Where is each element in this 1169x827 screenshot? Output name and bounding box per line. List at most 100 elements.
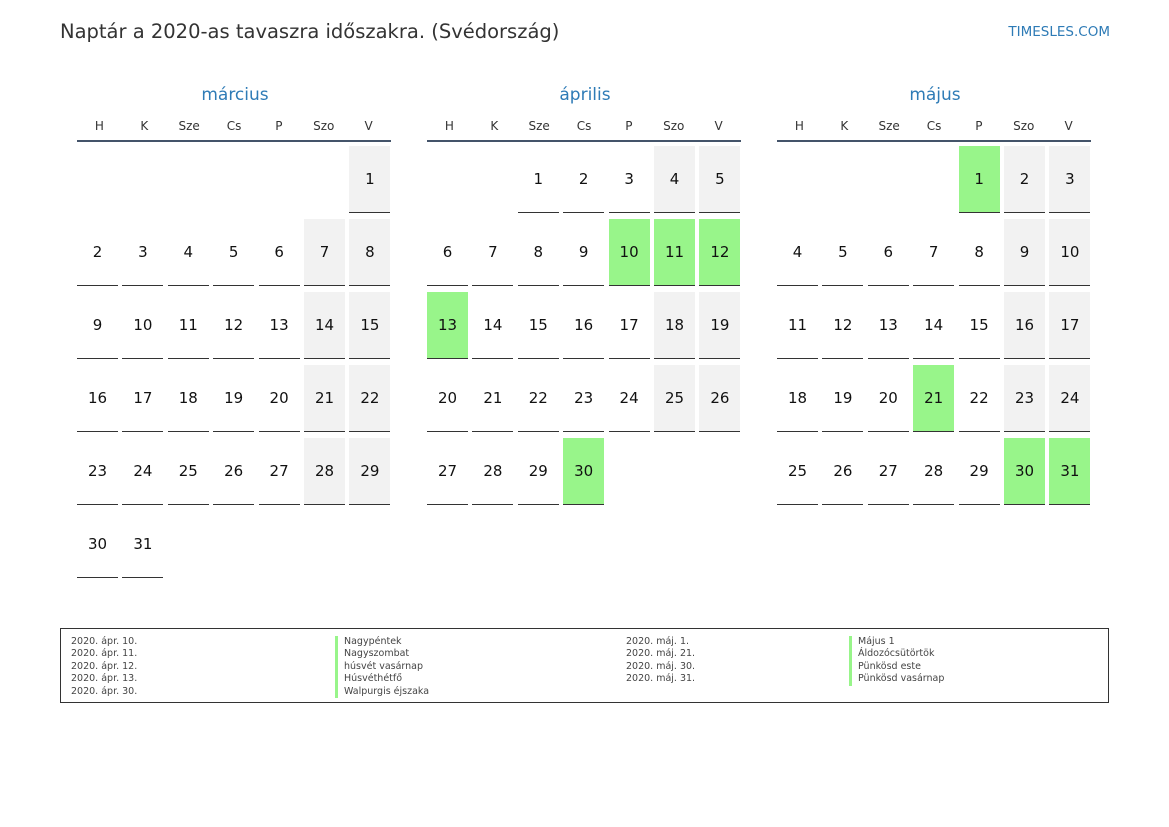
- day-grid: 1 2 3 4 5 6 7 8 9 10 11 12 13 14 15 16 17 18 19 20 21 22 23 24 2…: [777, 146, 1093, 511]
- day-cell[interactable]: 5: [699, 146, 741, 213]
- day-cell[interactable]: 6: [867, 219, 909, 286]
- legend-holiday-name: Pünkösd vasárnap: [849, 673, 944, 686]
- day-cell[interactable]: 30: [77, 511, 118, 578]
- day-cell[interactable]: 28: [913, 438, 955, 505]
- day-cell[interactable]: 16: [1004, 292, 1045, 359]
- day-cell[interactable]: 30: [563, 438, 605, 505]
- day-cell[interactable]: 22: [958, 365, 1000, 432]
- day-cell[interactable]: 1: [958, 146, 1000, 213]
- day-cell[interactable]: 9: [77, 292, 118, 359]
- day-cell[interactable]: 7: [304, 219, 345, 286]
- day-cell[interactable]: 19: [822, 365, 864, 432]
- day-cell[interactable]: 17: [122, 365, 164, 432]
- day-cell[interactable]: 1: [517, 146, 559, 213]
- day-cell[interactable]: 21: [913, 365, 955, 432]
- day-cell[interactable]: 10: [1049, 219, 1091, 286]
- day-cell[interactable]: 16: [563, 292, 605, 359]
- day-cell[interactable]: 12: [699, 219, 741, 286]
- day-cell[interactable]: 28: [472, 438, 514, 505]
- weekday-header: H K Sze Cs P Szo V: [77, 116, 391, 142]
- day-cell[interactable]: 30: [1004, 438, 1045, 505]
- day-cell[interactable]: 10: [122, 292, 164, 359]
- day-cell[interactable]: 23: [1004, 365, 1045, 432]
- day-cell[interactable]: 25: [654, 365, 695, 432]
- day-cell[interactable]: 15: [517, 292, 559, 359]
- day-cell[interactable]: 19: [699, 292, 741, 359]
- day-cell[interactable]: 10: [608, 219, 650, 286]
- day-cell[interactable]: 27: [258, 438, 300, 505]
- day-cell[interactable]: 14: [304, 292, 345, 359]
- day-cell[interactable]: 18: [167, 365, 209, 432]
- day-cell[interactable]: 3: [608, 146, 650, 213]
- day-cell[interactable]: 15: [349, 292, 391, 359]
- legend-holiday-date: 2020. ápr. 12.: [71, 660, 138, 672]
- day-cell[interactable]: 9: [563, 219, 605, 286]
- day-cell[interactable]: 5: [213, 219, 255, 286]
- day-cell[interactable]: 26: [213, 438, 255, 505]
- day-cell[interactable]: 25: [777, 438, 818, 505]
- day-cell[interactable]: 21: [472, 365, 514, 432]
- day-cell[interactable]: 4: [167, 219, 209, 286]
- day-cell[interactable]: 15: [958, 292, 1000, 359]
- day-cell[interactable]: 26: [822, 438, 864, 505]
- day-cell[interactable]: 3: [122, 219, 164, 286]
- day-cell[interactable]: 7: [472, 219, 514, 286]
- day-cell[interactable]: 13: [867, 292, 909, 359]
- day-cell[interactable]: 2: [1004, 146, 1045, 213]
- day-cell[interactable]: 20: [258, 365, 300, 432]
- day-cell[interactable]: 18: [654, 292, 695, 359]
- day-cell[interactable]: 5: [822, 219, 864, 286]
- day-cell[interactable]: 17: [1049, 292, 1091, 359]
- day-cell[interactable]: 23: [563, 365, 605, 432]
- day-cell[interactable]: 9: [1004, 219, 1045, 286]
- day-cell[interactable]: 22: [349, 365, 391, 432]
- day-cell[interactable]: 24: [1049, 365, 1091, 432]
- day-cell[interactable]: 22: [517, 365, 559, 432]
- day-cell[interactable]: 26: [699, 365, 741, 432]
- day-cell[interactable]: 25: [167, 438, 209, 505]
- weekday-label: P: [975, 119, 983, 133]
- day-cell[interactable]: 1: [349, 146, 391, 213]
- day-cell[interactable]: 17: [608, 292, 650, 359]
- day-cell[interactable]: 12: [822, 292, 864, 359]
- day-cell[interactable]: 16: [77, 365, 118, 432]
- day-cell[interactable]: 23: [77, 438, 118, 505]
- day-cell[interactable]: 8: [349, 219, 391, 286]
- day-cell[interactable]: 29: [958, 438, 1000, 505]
- day-cell[interactable]: 24: [608, 365, 650, 432]
- day-cell[interactable]: 31: [1049, 438, 1091, 505]
- day-cell[interactable]: 4: [777, 219, 818, 286]
- day-cell[interactable]: 7: [913, 219, 955, 286]
- day-cell[interactable]: 6: [427, 219, 468, 286]
- weekday-label: Sze: [528, 119, 550, 133]
- day-cell[interactable]: 14: [913, 292, 955, 359]
- day-cell[interactable]: 2: [563, 146, 605, 213]
- weekday-label: Szo: [663, 119, 685, 133]
- day-cell[interactable]: 13: [427, 292, 468, 359]
- day-cell[interactable]: 14: [472, 292, 514, 359]
- day-cell[interactable]: 6: [258, 219, 300, 286]
- day-cell[interactable]: 11: [654, 219, 695, 286]
- day-cell[interactable]: 28: [304, 438, 345, 505]
- day-cell[interactable]: 29: [349, 438, 391, 505]
- day-cell[interactable]: 31: [122, 511, 164, 578]
- day-cell[interactable]: 3: [1049, 146, 1091, 213]
- site-link[interactable]: TIMESLES.COM: [1008, 24, 1110, 40]
- day-cell[interactable]: 20: [867, 365, 909, 432]
- day-cell[interactable]: 2: [77, 219, 118, 286]
- day-cell[interactable]: 13: [258, 292, 300, 359]
- day-cell[interactable]: 27: [867, 438, 909, 505]
- day-cell[interactable]: 11: [167, 292, 209, 359]
- day-cell[interactable]: 4: [654, 146, 695, 213]
- day-cell[interactable]: 21: [304, 365, 345, 432]
- day-cell[interactable]: 19: [213, 365, 255, 432]
- day-cell[interactable]: 8: [517, 219, 559, 286]
- day-cell[interactable]: 11: [777, 292, 818, 359]
- day-cell[interactable]: 12: [213, 292, 255, 359]
- day-cell[interactable]: 20: [427, 365, 468, 432]
- day-cell[interactable]: 27: [427, 438, 468, 505]
- day-cell[interactable]: 8: [958, 219, 1000, 286]
- day-cell[interactable]: 29: [517, 438, 559, 505]
- day-cell[interactable]: 18: [777, 365, 818, 432]
- day-cell[interactable]: 24: [122, 438, 164, 505]
